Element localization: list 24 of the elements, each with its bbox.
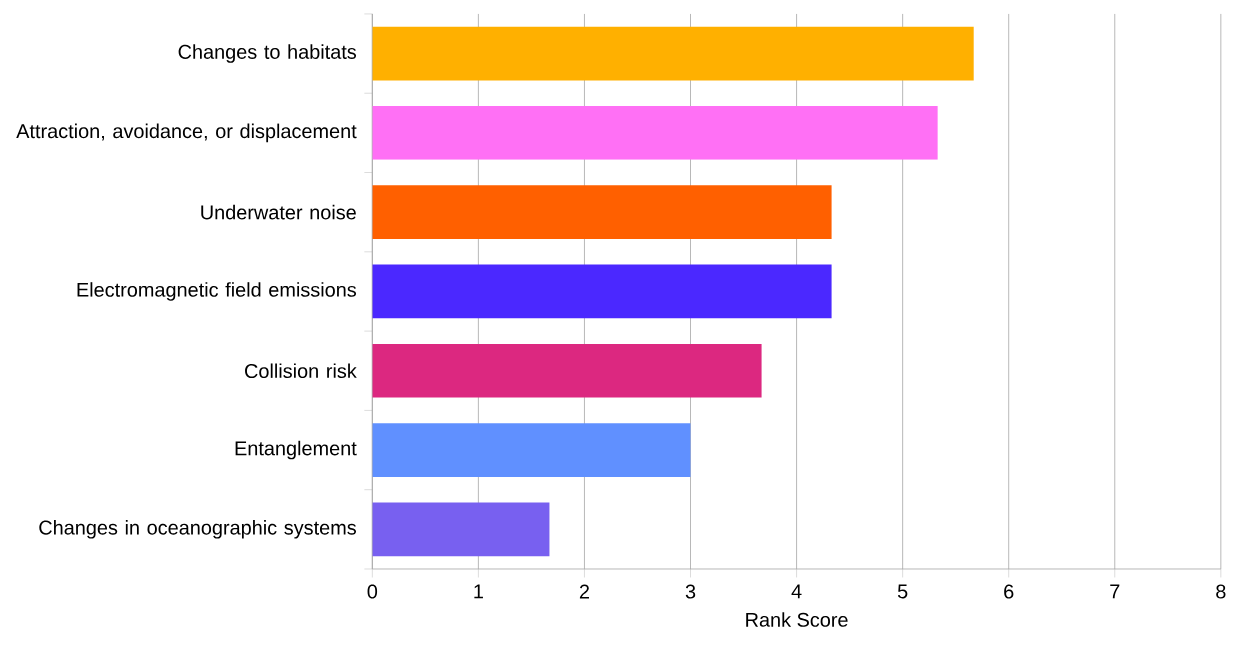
x-tick-label: 6 [1004, 584, 1014, 599]
bar [372, 423, 691, 478]
bar [372, 344, 762, 398]
x-tick-label: 3 [685, 584, 696, 599]
y-tick-label: Underwater noise [201, 205, 356, 220]
x-tick-label: 7 [1110, 584, 1120, 599]
y-tick-label: Electromagnetic field emissions [77, 282, 357, 301]
x-tick-label: 8 [1216, 584, 1226, 599]
x-tick-label: 5 [897, 584, 908, 599]
y-tick-label: Collision risk [245, 363, 357, 379]
bar [372, 106, 938, 160]
bar [372, 26, 974, 81]
x-tick-label: 2 [579, 584, 589, 599]
y-tick-label: Attraction, avoidance, or displacement [16, 123, 357, 143]
x-axis-title: Rank Score [746, 612, 848, 628]
bar [372, 264, 832, 319]
x-tick-label: 1 [474, 584, 483, 599]
bar [372, 502, 550, 557]
y-tick-label: Changes to habitats [178, 44, 357, 64]
bar [372, 185, 832, 240]
x-tick-label: 0 [367, 584, 378, 599]
x-tick-label: 4 [791, 584, 802, 599]
y-tick-label: Entanglement [235, 440, 357, 460]
y-tick-label: Changes in oceanographic systems [39, 520, 357, 539]
